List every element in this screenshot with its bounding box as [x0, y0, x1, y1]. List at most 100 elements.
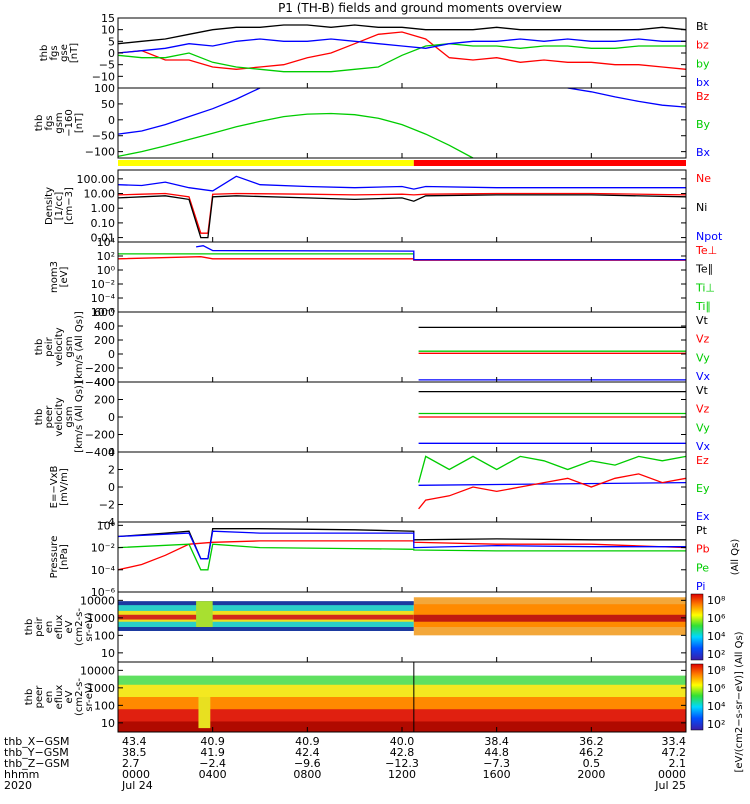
spectrogram-peir-spec [118, 597, 686, 636]
y-tick-label: −400 [85, 446, 115, 459]
series-bx-line [117, 87, 261, 135]
y-axis-label: thb peer en eflux eV (cm2-s-sr-eV) [24, 678, 95, 716]
ephemeris-value: 46.2 [579, 746, 604, 759]
series-bt-line [117, 24, 687, 45]
series-ey-line [417, 455, 687, 483]
panel-pressure: 10⁰ 10⁻² 10⁻⁴ 10⁻⁶ Pressure [nPa] Pt Pb Pe Pi (All… [49, 519, 741, 599]
ephemeris-value: 40.0 [390, 735, 415, 748]
y-tick-label: −400 [85, 376, 115, 389]
ephemeris-value: 0000 [122, 768, 150, 781]
y-tick-label: 400 [94, 320, 115, 333]
colorbar-peer-spec: 10⁸ 10⁶ 10⁴ 10² [690, 663, 726, 731]
y-label-line: gsm [54, 112, 65, 133]
mode-bar-yellow [118, 160, 414, 166]
y-tick-label: 0 [108, 114, 115, 127]
y-tick-label: 10⁻² [91, 278, 115, 291]
spectrogram-peer-spec [118, 662, 686, 732]
y-label-line: peir [44, 336, 55, 356]
spec-band [118, 614, 414, 620]
y-tick-label: 200 [94, 334, 115, 347]
legend-pt: Pt [696, 524, 708, 537]
y-tick-label: −4 [99, 516, 115, 529]
y-tick-label: 10⁻² [91, 542, 115, 555]
legend-pe: Pe [696, 561, 709, 574]
y-tick-label: 15 [101, 12, 115, 25]
y-axis-label: thb peer velocity gsm [km/s (All Qs)] [34, 381, 85, 453]
y-label-line: (cm2-s- [74, 678, 85, 716]
y-label-line: −160 [64, 109, 75, 136]
ephemeris-row-label: thb_Y−GSM [4, 746, 69, 759]
legend-bx: Bx [696, 146, 711, 159]
legend-vx: Vx [696, 440, 711, 453]
legend-pi: Pi [696, 580, 705, 593]
panel-frame [117, 169, 687, 243]
y-tick-label: 10⁰ [97, 519, 116, 532]
panel-frame [117, 311, 687, 383]
y-label-line: eflux [54, 615, 65, 640]
colorbar-gradient [690, 663, 704, 731]
colorbar-gradient [690, 593, 704, 661]
colorbar-tick-label: 10⁸ [707, 664, 726, 677]
y-axis-label: Pressure [nPa] [49, 536, 70, 579]
y-tick-label: 200 [94, 394, 115, 407]
ephemeris-value: 40.9 [295, 735, 320, 748]
y-axis-label: Density [1/cc] [cm−3] [44, 187, 75, 225]
series-npot-line [195, 245, 686, 261]
y-label-line: sr-eV) [84, 612, 95, 641]
spec-band [198, 697, 211, 729]
y-label-line: E=−VxB [49, 466, 60, 509]
y-label-line: gse [59, 44, 70, 62]
y-tick-label: −2 [99, 499, 115, 512]
series-ez-line [418, 473, 687, 510]
ephemeris-value: 1200 [388, 768, 416, 781]
y-label-line: sr-eV) [84, 682, 95, 711]
legend-bx: bx [696, 76, 710, 89]
ephemeris-value: 33.4 [662, 735, 687, 748]
ephemeris-value: 2000 [577, 768, 605, 781]
y-label-line: [km/s (All Qs)] [74, 381, 85, 453]
y-axis-label: thb fgs gsm −160 [nT] [34, 109, 85, 136]
y-label-line: [mV/m] [59, 468, 70, 506]
legend-bt: Bt [696, 20, 709, 33]
legend-by: By [696, 118, 711, 131]
y-tick-label: 1.00 [91, 202, 116, 215]
legend-ti⊥: Ti⊥ [695, 281, 715, 294]
y-tick-label: 10000 [80, 664, 115, 677]
panel-frame [117, 87, 687, 159]
series-bx-line [117, 38, 686, 54]
spec-band [413, 614, 686, 622]
series-bz-line [117, 31, 687, 70]
y-label-line: [cm−3] [64, 187, 75, 225]
colorbar-tick-label: 10⁴ [707, 630, 726, 643]
y-label-line: mom3 [49, 261, 60, 293]
colorbar-tick-label: 10² [707, 718, 725, 731]
side-label: (All Qs) [730, 539, 741, 576]
legend-vy: Vy [696, 351, 710, 364]
y-label-line: thb [24, 619, 35, 636]
ephemeris-value: 38.5 [122, 746, 147, 759]
legend-ne: Ne [696, 172, 711, 185]
y-tick-label: −200 [85, 362, 115, 375]
series-ex-line [418, 481, 687, 486]
y-tick-label: 0.01 [91, 232, 116, 245]
ephemeris-value: −9.6 [294, 757, 321, 770]
y-label-line: thb [34, 115, 45, 132]
ephemeris-value: 41.9 [200, 746, 225, 759]
ephemeris-value: 47.2 [662, 746, 687, 759]
ephemeris-row-label: thb_X−GSM [4, 735, 70, 748]
y-label-line: thb [34, 409, 45, 426]
y-tick-label: 1000 [87, 682, 115, 695]
legend-vt: Vt [696, 314, 709, 327]
y-label-line: thb [24, 689, 35, 706]
panel-frame [117, 17, 687, 89]
y-label-line: gsm [64, 336, 75, 357]
y-label-line: peer [44, 405, 55, 429]
y-label-line: peer [34, 685, 45, 709]
y-tick-label: 100 [94, 82, 115, 95]
y-label-line: [nT] [69, 43, 80, 63]
spec-band [118, 601, 414, 606]
ephemeris-table: thb_X−GSMthb_Y−GSMthb_Z−GSMhhmm202043.43… [4, 735, 686, 792]
